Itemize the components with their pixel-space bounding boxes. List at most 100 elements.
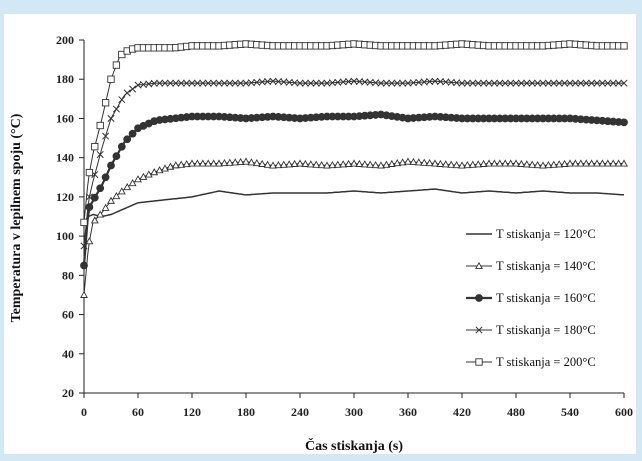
data-point <box>258 78 266 86</box>
data-point <box>156 79 164 87</box>
data-point <box>323 79 331 87</box>
data-point <box>112 61 121 69</box>
data-point <box>274 78 282 86</box>
data-point <box>517 159 526 167</box>
data-point <box>225 158 234 166</box>
series-1 <box>83 188 625 223</box>
data-point <box>252 159 261 167</box>
data-point <box>544 79 552 87</box>
data-point <box>269 77 277 85</box>
data-point <box>144 170 153 178</box>
data-point <box>301 79 309 87</box>
data-point <box>588 79 596 87</box>
data-point <box>318 79 326 87</box>
data-point <box>333 160 342 168</box>
data-point <box>80 218 88 227</box>
data-point <box>506 159 515 167</box>
data-point <box>96 121 104 130</box>
data-point <box>339 160 348 168</box>
data-point <box>550 79 558 87</box>
data-point <box>112 105 120 113</box>
data-point <box>231 79 239 87</box>
data-point <box>128 129 137 138</box>
data-point <box>544 160 553 169</box>
data-point <box>501 159 510 167</box>
data-point <box>263 160 272 168</box>
data-point <box>101 173 110 182</box>
data-point <box>501 79 509 87</box>
x-tick-label: 180 <box>237 405 255 419</box>
data-point <box>582 79 590 87</box>
data-point <box>587 159 596 167</box>
data-point <box>528 79 536 87</box>
data-point <box>134 175 142 183</box>
data-point <box>96 184 105 193</box>
data-point <box>441 160 450 168</box>
data-point <box>426 78 434 86</box>
data-point <box>447 78 455 86</box>
legend-label: T stiskanja = 200°C <box>496 355 596 369</box>
data-point <box>215 79 223 87</box>
data-point <box>177 79 185 87</box>
y-tick-label: 180 <box>56 72 74 86</box>
data-point <box>96 210 105 218</box>
data-point <box>582 159 591 167</box>
data-point <box>442 78 450 86</box>
data-point <box>204 79 212 87</box>
data-point <box>85 168 94 177</box>
data-point <box>523 79 531 87</box>
data-point <box>107 114 115 122</box>
data-point <box>598 79 606 87</box>
data-point <box>117 142 126 151</box>
data-point <box>242 157 250 165</box>
data-point <box>447 160 456 168</box>
legend-label: T stiskanja = 120°C <box>496 227 596 241</box>
data-point <box>393 159 402 167</box>
data-point <box>436 159 445 167</box>
data-point <box>269 161 277 169</box>
data-point <box>80 290 88 298</box>
data-point <box>598 159 607 167</box>
data-point <box>85 193 93 201</box>
data-point <box>620 79 628 87</box>
x-axis-title: Čas stiskanja (s) <box>305 437 403 454</box>
data-point <box>620 159 628 167</box>
x-tick-label: 540 <box>561 405 579 419</box>
y-axis-title: Temperatura v lepilnem spoju (°C) <box>9 113 24 322</box>
data-point <box>139 172 148 180</box>
data-point <box>382 160 391 168</box>
data-point <box>593 159 601 167</box>
data-point <box>306 160 315 168</box>
data-point <box>226 79 234 87</box>
data-point <box>533 160 542 169</box>
series-line <box>83 188 625 223</box>
data-point <box>183 79 191 87</box>
series-layer <box>80 40 628 298</box>
data-point <box>480 79 488 87</box>
data-point <box>161 79 169 87</box>
data-point <box>301 159 310 167</box>
y-tick-label: 20 <box>62 386 74 400</box>
legend-label: T stiskanja = 140°C <box>496 259 596 273</box>
data-point <box>593 79 601 87</box>
x-tick-label: 600 <box>615 405 633 419</box>
data-point <box>507 79 515 87</box>
data-point <box>366 160 375 168</box>
data-point <box>436 78 444 86</box>
data-point <box>237 79 245 87</box>
y-tick-label: 80 <box>62 268 74 282</box>
data-point <box>566 79 574 87</box>
data-point <box>258 159 267 167</box>
data-point <box>107 161 115 170</box>
data-point <box>290 159 299 167</box>
data-point <box>107 75 115 83</box>
data-point <box>425 159 434 167</box>
y-tick-label: 60 <box>62 308 74 322</box>
data-point <box>404 157 412 165</box>
data-point <box>291 79 299 87</box>
data-point <box>377 161 385 169</box>
data-point <box>539 161 547 169</box>
data-point <box>307 79 315 87</box>
x-tick-label: 480 <box>507 405 525 419</box>
